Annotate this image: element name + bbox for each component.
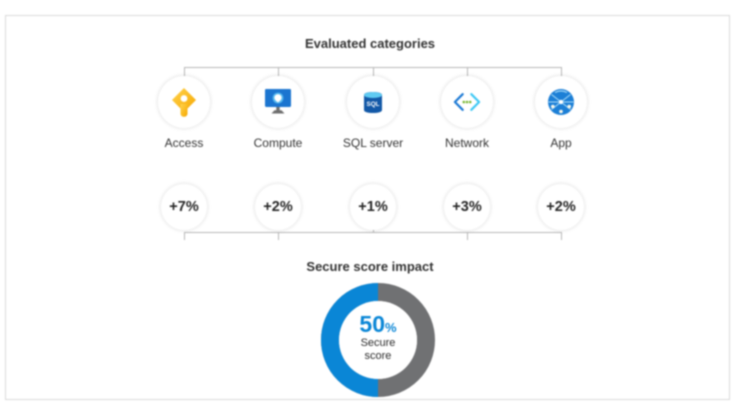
- svg-text:SQL: SQL: [367, 101, 380, 108]
